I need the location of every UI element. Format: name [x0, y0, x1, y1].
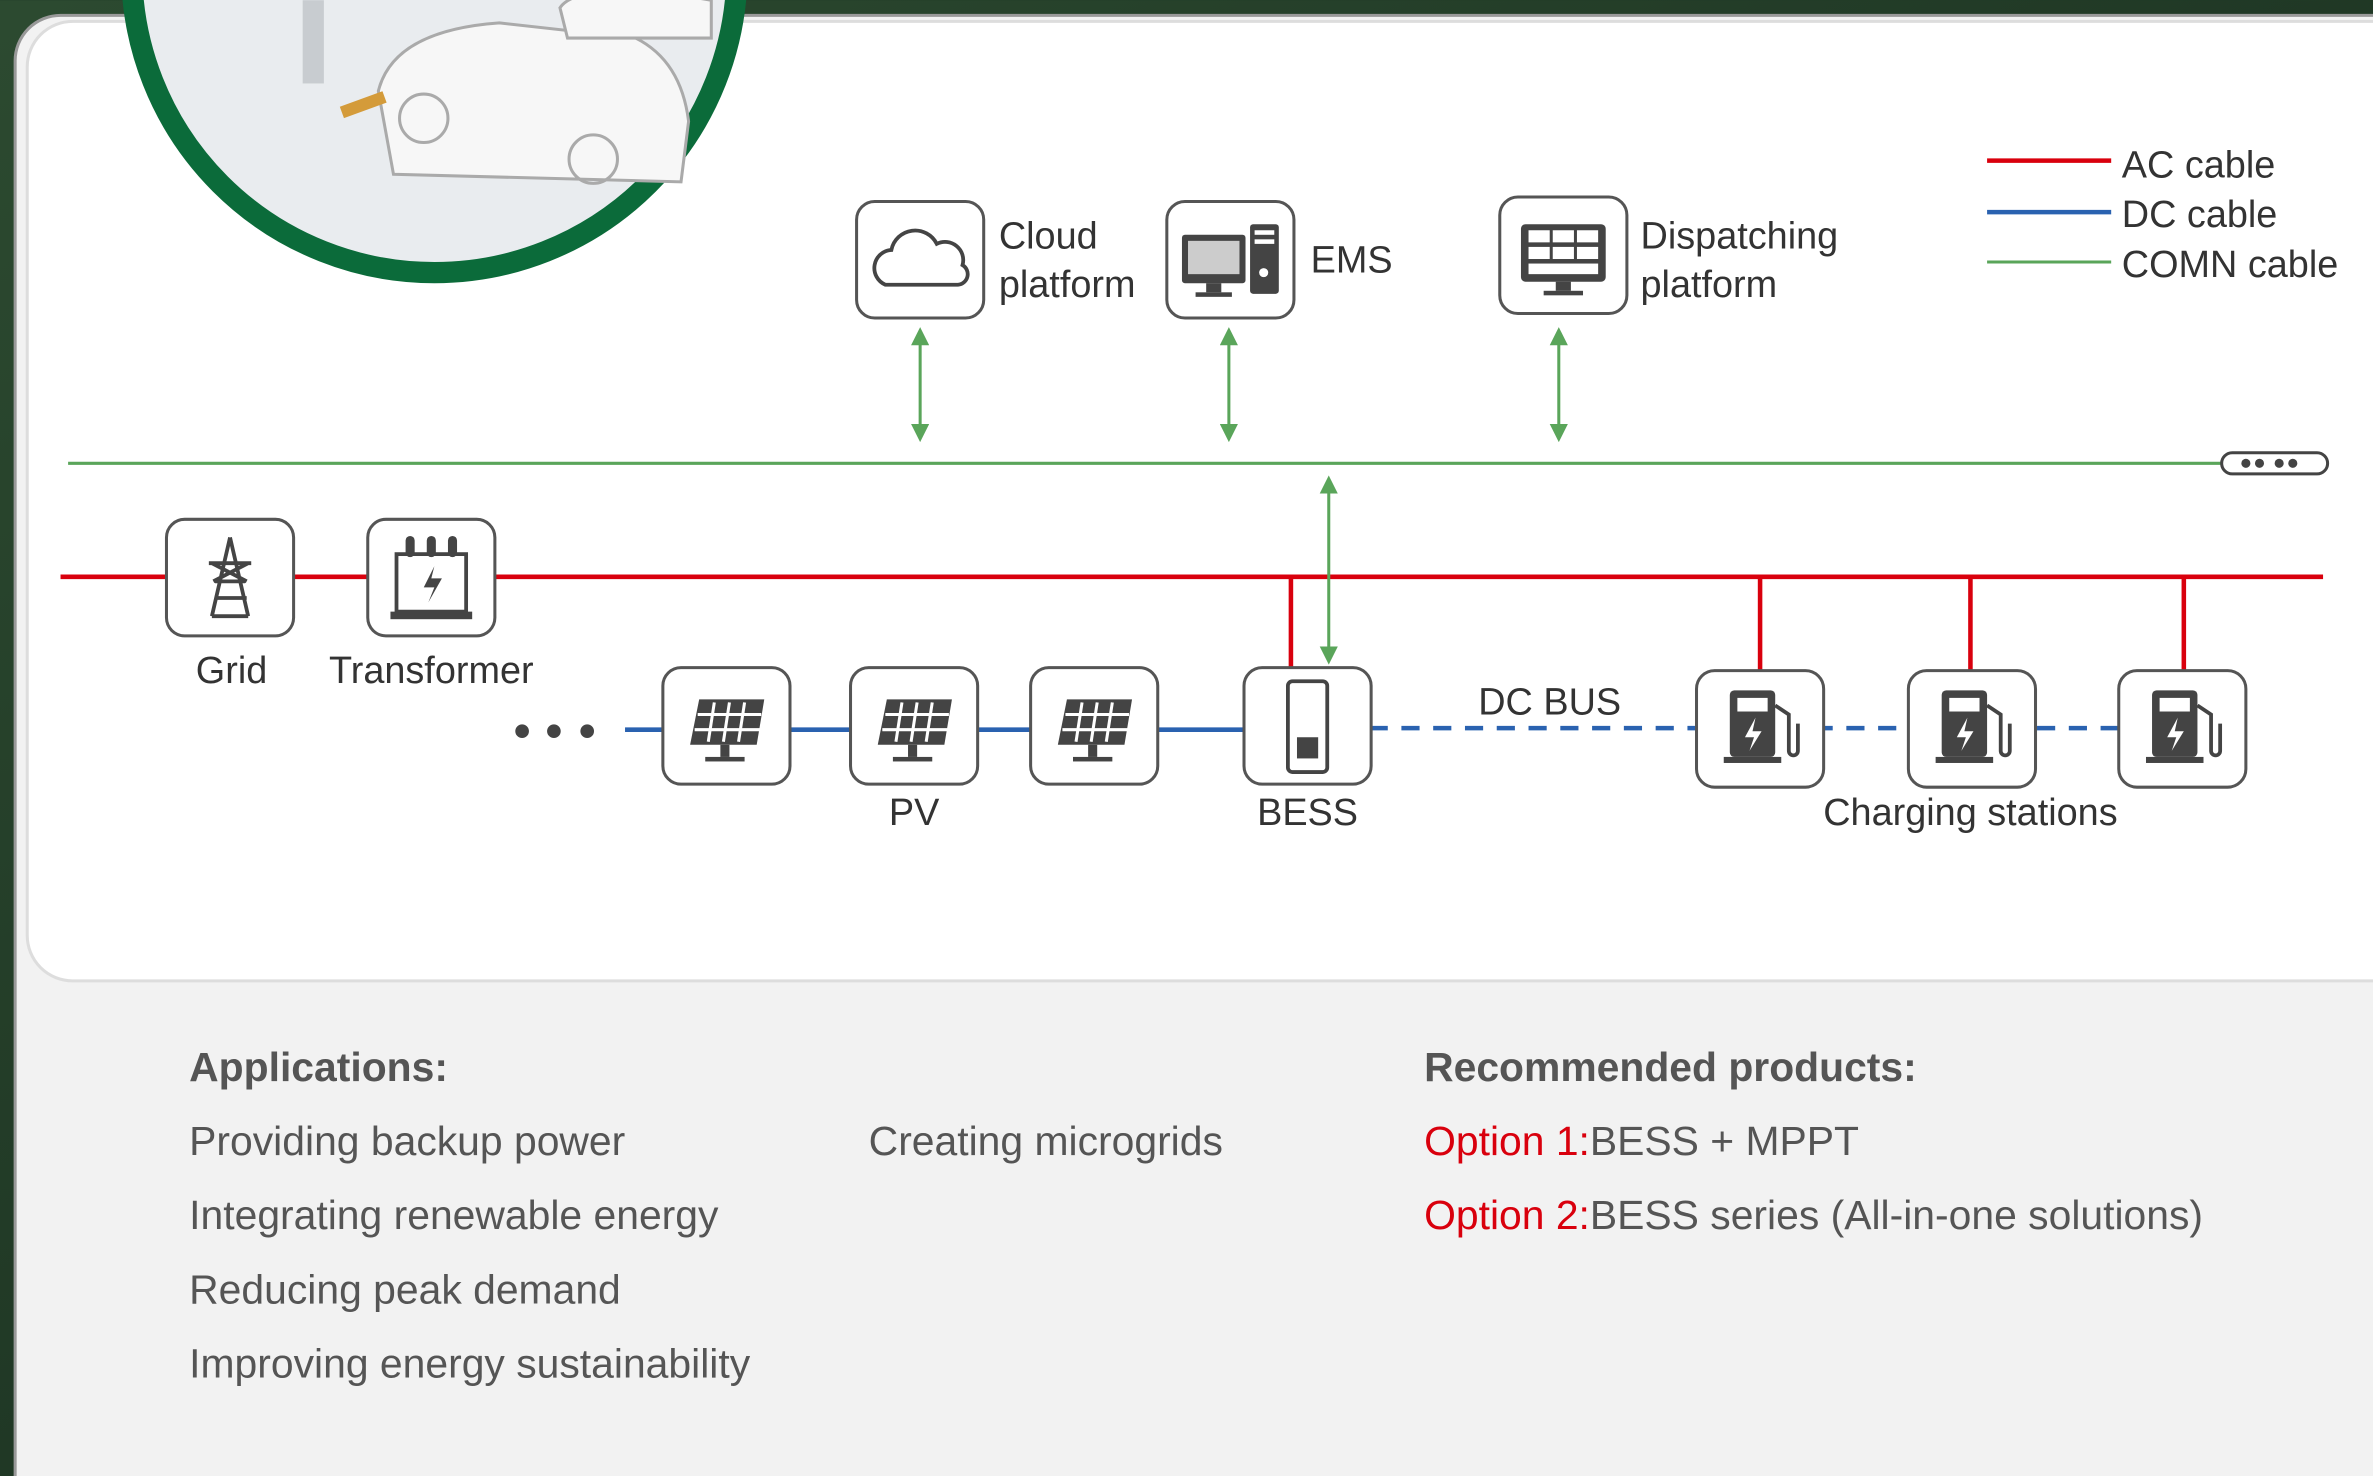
application-item: Providing backup power — [189, 1118, 625, 1164]
node-label: Grid — [196, 650, 267, 692]
dc-bus-label: DC BUS — [1478, 682, 1621, 724]
ac-drops — [1288, 576, 2187, 671]
grid-node: Grid — [164, 517, 296, 692]
option: Option 2:BESS series (All-in-one solutio… — [1424, 1192, 2203, 1238]
option-text: BESS + MPPT — [1590, 1118, 1859, 1164]
recommended-title: Recommended products: — [1424, 1044, 1917, 1090]
legend-label: DC cable — [2122, 194, 2278, 236]
charging-nodes: Charging stations — [1695, 669, 2248, 834]
node-label: BESS — [1257, 792, 1358, 834]
pv-panel — [849, 666, 980, 786]
option-prefix: Option 2: — [1424, 1192, 1590, 1238]
node-label: Transformer — [329, 650, 534, 692]
ems-node: EMS — [1165, 199, 1393, 320]
node-label: PV — [889, 792, 940, 834]
recommended: Recommended products: Option 1:BESS + MP… — [1424, 1044, 2203, 1238]
pv-panel — [1029, 666, 1160, 786]
application-item: Improving energy sustainability — [189, 1340, 751, 1386]
applications: Applications: Providing backup power Int… — [189, 1044, 1223, 1387]
transformer-node: Transformer — [329, 517, 534, 692]
dispatching-node: Dispatching platform — [1498, 195, 1839, 316]
cloud-node: Cloud platform — [855, 199, 1136, 320]
option-text: BESS series (All-in-one solutions) — [1590, 1192, 2203, 1238]
comn-arrows — [911, 327, 1568, 665]
node-label: Cloud platform — [999, 215, 1136, 305]
charger — [2117, 669, 2248, 789]
application-item: Integrating renewable energy — [189, 1192, 719, 1238]
pv-nodes: PV — [661, 666, 1160, 834]
legend-label: AC cable — [2122, 144, 2276, 186]
node-label: Dispatching platform — [1641, 215, 1839, 305]
bess-node: BESS — [1242, 666, 1373, 834]
charger — [1695, 669, 1826, 789]
applications-title: Applications: — [189, 1044, 448, 1090]
photo-circle — [122, 0, 747, 284]
pv-panel — [661, 666, 792, 786]
application-item: Creating microgrids — [869, 1118, 1223, 1164]
option-prefix: Option 1: — [1424, 1118, 1590, 1164]
node-label: Charging stations — [1823, 792, 2117, 834]
ellipsis — [515, 724, 595, 738]
application-item: Reducing peak demand — [189, 1266, 621, 1312]
legend: AC cable DC cable COMN cable — [1987, 144, 2338, 286]
option: Option 1:BESS + MPPT — [1424, 1118, 1859, 1164]
node-label: EMS — [1311, 240, 1393, 282]
legend-label: COMN cable — [2122, 244, 2339, 286]
charger — [1906, 669, 2038, 789]
